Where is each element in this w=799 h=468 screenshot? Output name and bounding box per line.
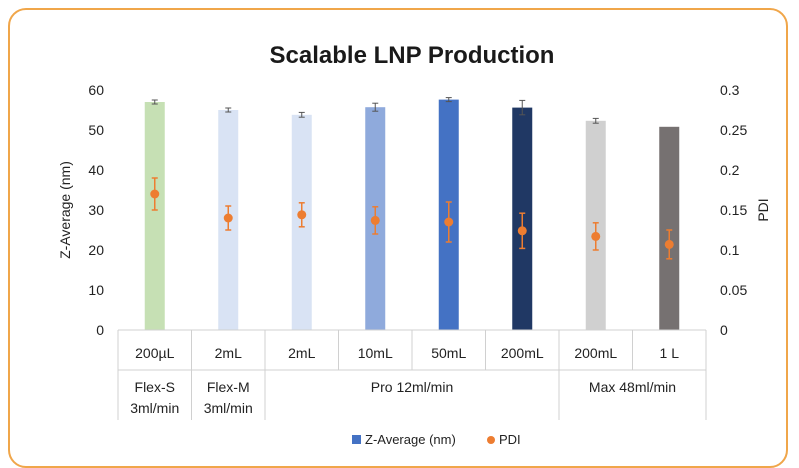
y2-axis-label: PDI (755, 198, 771, 221)
y2-tick-label: 0.3 (720, 82, 740, 98)
y2-tick-label: 0.15 (720, 202, 747, 218)
y-tick-label: 30 (88, 202, 104, 218)
x-tick-label: 200µL (135, 345, 174, 361)
group-label-line2: 3ml/min (130, 400, 179, 416)
point-pdi (664, 239, 674, 249)
legend-marker-pdi (487, 436, 495, 444)
point-pdi (223, 213, 233, 223)
point-pdi (297, 210, 307, 220)
y-tick-label: 40 (88, 162, 104, 178)
point-pdi (517, 226, 527, 236)
group-label: Max 48ml/min (589, 379, 676, 395)
point-pdi (150, 189, 160, 199)
y-tick-label: 60 (88, 82, 104, 98)
y-tick-label: 10 (88, 282, 104, 298)
chart-title: Scalable LNP Production (270, 42, 555, 69)
legend: Z-Average (nm) PDI (352, 432, 521, 447)
y-tick-label: 0 (96, 322, 104, 338)
legend-swatch-z-average (352, 435, 361, 444)
y-tick-label: 50 (88, 122, 104, 138)
y2-tick-label: 0.25 (720, 122, 747, 138)
y2-tick-label: 0.05 (720, 282, 747, 298)
y-tick-label: 20 (88, 242, 104, 258)
x-tick-label: 1 L (660, 345, 680, 361)
x-tick-label: 10mL (358, 345, 393, 361)
group-label: Pro 12ml/min (371, 379, 453, 395)
point-pdi (591, 231, 601, 241)
x-tick-label: 2mL (215, 345, 242, 361)
y2-tick-label: 0.2 (720, 162, 740, 178)
x-tick-label: 50mL (431, 345, 466, 361)
group-label: Flex-S (135, 379, 175, 395)
chart-svg: Scalable LNP Production Z-Average (nm) P… (57, 42, 771, 447)
bar-z-average (659, 126, 680, 330)
group-label-line2: 3ml/min (204, 400, 253, 416)
point-pdi (370, 215, 380, 225)
x-tick-label: 200mL (574, 345, 617, 361)
legend-label-z-average: Z-Average (nm) (365, 432, 456, 447)
x-tick-label: 2mL (288, 345, 315, 361)
y2-tick-label: 0.1 (720, 242, 740, 258)
bar-z-average (144, 102, 165, 330)
y2-tick-label: 0 (720, 322, 728, 338)
x-tick-label: 200mL (501, 345, 544, 361)
y-axis-label: Z-Average (nm) (57, 161, 73, 259)
point-pdi (444, 217, 454, 227)
legend-label-pdi: PDI (499, 432, 521, 447)
group-label: Flex-M (207, 379, 250, 395)
